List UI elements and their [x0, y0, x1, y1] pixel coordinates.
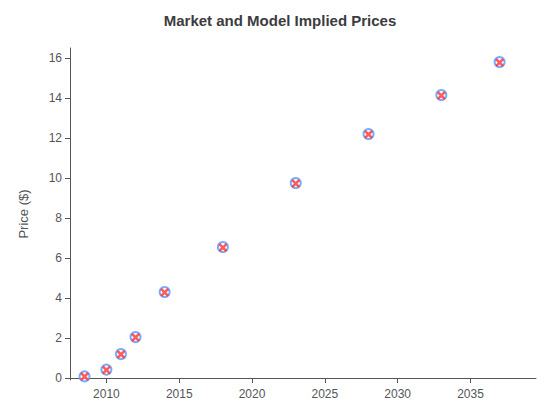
svg-text:2015: 2015 — [166, 387, 193, 401]
svg-text:0: 0 — [55, 371, 62, 385]
svg-text:8: 8 — [55, 211, 62, 225]
svg-text:2025: 2025 — [311, 387, 338, 401]
svg-text:6: 6 — [55, 251, 62, 265]
svg-text:2020: 2020 — [239, 387, 266, 401]
svg-text:Price ($): Price ($) — [16, 189, 31, 238]
svg-text:Market and Model Implied Price: Market and Model Implied Prices — [164, 12, 397, 29]
svg-text:2: 2 — [55, 331, 62, 345]
svg-text:4: 4 — [55, 291, 62, 305]
svg-text:12: 12 — [49, 131, 63, 145]
svg-text:2030: 2030 — [384, 387, 411, 401]
svg-text:14: 14 — [49, 91, 63, 105]
svg-text:16: 16 — [49, 51, 63, 65]
svg-text:10: 10 — [49, 171, 63, 185]
svg-text:2035: 2035 — [457, 387, 484, 401]
svg-text:2010: 2010 — [93, 387, 120, 401]
